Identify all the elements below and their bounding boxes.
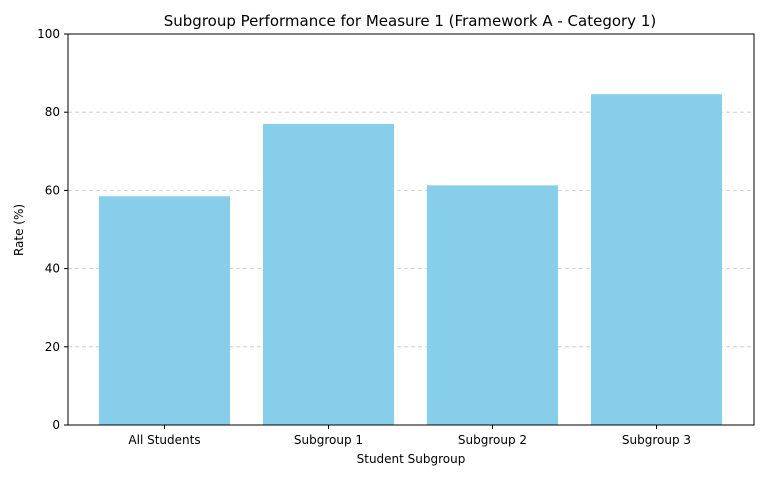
y-tick-label: 60 (45, 183, 60, 197)
y-axis-ticks: 0 20 40 60 80 100 (37, 27, 68, 432)
x-tick-label: Subgroup 3 (622, 433, 691, 447)
x-tick-label: Subgroup 1 (294, 433, 363, 447)
x-axis-label: Student Subgroup (357, 452, 466, 466)
plot-frame (67, 33, 755, 426)
chart-title: Subgroup Performance for Measure 1 (Fram… (164, 12, 656, 30)
bars (99, 94, 722, 426)
y-tick-label: 100 (37, 27, 60, 41)
y-tick-label: 20 (45, 340, 60, 354)
y-axis-label: Rate (%) (12, 204, 26, 256)
y-tick-label: 80 (45, 105, 60, 119)
bar-subgroup-1 (263, 123, 394, 426)
x-tick-label: All Students (128, 433, 200, 447)
bar-all-students (99, 196, 230, 425)
y-tick-label: 40 (45, 262, 60, 276)
bar-subgroup-2 (427, 185, 558, 425)
x-tick-label: Subgroup 2 (458, 433, 527, 447)
y-tick-label: 0 (52, 418, 60, 432)
bar-subgroup-3 (591, 94, 722, 426)
x-axis-ticks: All Students Subgroup 1 Subgroup 2 Subgroup… (128, 425, 691, 447)
